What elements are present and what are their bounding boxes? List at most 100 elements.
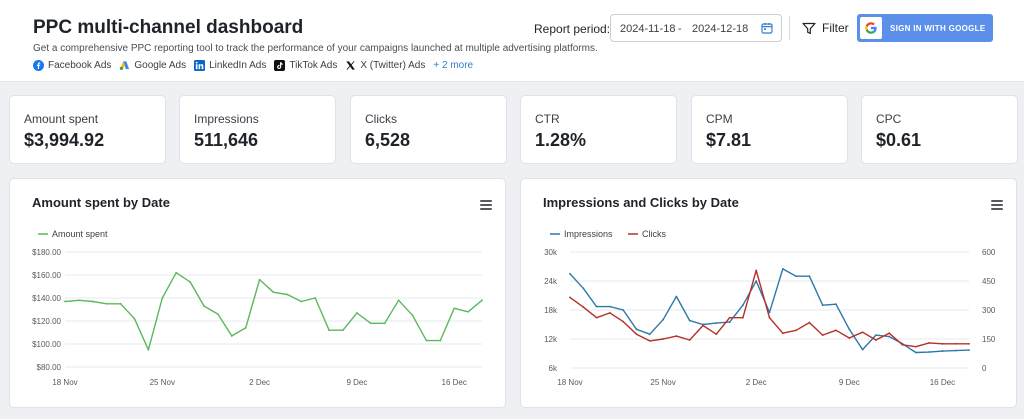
data-point xyxy=(728,316,731,319)
data-point xyxy=(481,299,483,302)
more-platforms-link[interactable]: + 2 more xyxy=(433,60,474,71)
kpi-label: CPC xyxy=(876,112,902,126)
data-point xyxy=(397,299,400,302)
data-point xyxy=(300,300,303,303)
data-point xyxy=(411,314,414,317)
data-point xyxy=(901,343,904,346)
y-left-tick-label: 12k xyxy=(544,335,558,344)
chart-title: Amount spent by Date xyxy=(32,195,170,210)
data-point xyxy=(175,271,178,274)
data-point xyxy=(875,334,877,337)
data-point xyxy=(715,322,718,324)
data-point xyxy=(91,300,94,303)
platform-tiktok: TikTok Ads xyxy=(274,60,337,71)
chart-menu-icon[interactable] xyxy=(480,200,492,210)
data-point xyxy=(755,280,758,282)
data-point xyxy=(688,339,691,341)
filter-button[interactable]: Filter xyxy=(802,21,849,35)
y-left-tick-label: 24k xyxy=(544,277,558,286)
data-point xyxy=(328,329,330,332)
calendar-icon xyxy=(761,23,773,34)
date-range-picker[interactable]: 2024-11-18 - 2024-12-18 xyxy=(610,14,782,42)
data-point xyxy=(453,307,456,310)
data-point xyxy=(622,309,625,311)
data-point xyxy=(941,350,944,352)
data-point xyxy=(742,304,744,307)
data-point xyxy=(914,351,917,354)
x-tick-label: 18 Nov xyxy=(557,378,582,387)
impressions-clicks-chart-panel: 6k 12k 18k 24k 30k 0 150 300 450 600 18 Nov 25 Nov 2… xyxy=(520,178,1017,408)
data-point xyxy=(244,327,247,329)
y-right-tick-label: 300 xyxy=(982,306,996,315)
y-tick-label: $80.00 xyxy=(37,363,62,372)
sign-in-google-label: SIGN IN WITH GOOGLE xyxy=(890,24,986,33)
google-logo-icon xyxy=(865,22,877,34)
y-tick-label: $120.00 xyxy=(32,317,61,326)
platform-x-twitter: X (Twitter) Ads xyxy=(345,60,425,71)
data-point xyxy=(342,329,344,332)
filter-label: Filter xyxy=(822,21,849,35)
data-point xyxy=(808,275,811,278)
data-point xyxy=(356,312,358,314)
kpi-card-clicks: Clicks 6,528 xyxy=(350,95,507,164)
tiktok-icon xyxy=(274,60,286,71)
data-point xyxy=(314,297,317,299)
y-tick-label: $140.00 xyxy=(32,294,61,303)
data-point xyxy=(928,341,930,344)
legend-label-impressions: Impressions xyxy=(564,229,613,239)
data-point xyxy=(595,305,598,308)
data-point xyxy=(861,348,864,351)
kpi-value: $3,994.92 xyxy=(24,130,105,150)
y-left-tick-label: 30k xyxy=(544,248,558,257)
impressions-clicks-chart: 6k 12k 18k 24k 30k 0 150 300 450 600 18 Nov 25 Nov 2… xyxy=(544,229,996,387)
legend-label-amount-spent: Amount spent xyxy=(52,229,108,239)
linkedin-icon xyxy=(194,60,206,71)
legend-label-clicks: Clicks xyxy=(642,229,666,239)
data-point xyxy=(662,318,664,321)
data-point xyxy=(768,316,771,319)
data-point xyxy=(635,333,638,336)
data-point xyxy=(821,334,824,337)
data-point xyxy=(119,302,122,305)
kpi-card-amount-spent: Amount spent $3,994.92 xyxy=(9,95,166,164)
data-point xyxy=(755,269,758,272)
y-right-tick-label: 150 xyxy=(982,335,996,344)
platform-label: X (Twitter) Ads xyxy=(360,60,426,71)
amount-spent-chart-panel: $80.00 $100.00 $120.00 $140.00 $160.00 $180.0… xyxy=(9,178,506,408)
data-point xyxy=(821,304,824,307)
data-point xyxy=(425,339,428,342)
x-tick-label: 25 Nov xyxy=(650,378,675,387)
google-logo-box xyxy=(860,17,882,39)
data-point xyxy=(888,332,891,335)
chart-menu-icon[interactable] xyxy=(991,200,1003,210)
kpi-value: 511,646 xyxy=(194,130,259,150)
data-point xyxy=(742,316,744,319)
data-point xyxy=(702,324,704,327)
series-line-amount-spent xyxy=(64,271,483,351)
google-ads-icon xyxy=(120,61,130,71)
x-tick-label: 16 Dec xyxy=(442,378,467,387)
data-point xyxy=(795,329,797,332)
data-point xyxy=(383,322,386,325)
data-point xyxy=(147,348,150,351)
kpi-label: Impressions xyxy=(194,112,259,126)
data-point xyxy=(768,311,771,314)
facebook-icon xyxy=(33,60,44,71)
platform-linkedin: LinkedIn Ads xyxy=(194,60,266,71)
platform-list: Facebook Ads Google Ads LinkedIn Ads Tik… xyxy=(33,60,473,71)
platform-label: Google Ads xyxy=(134,60,187,71)
y-left-tick-label: 18k xyxy=(544,306,558,315)
data-point xyxy=(781,268,784,270)
sign-in-google-button[interactable]: SIGN IN WITH GOOGLE xyxy=(857,14,993,42)
dashboard-header: PPC multi-channel dashboard Get a compre… xyxy=(0,0,1024,82)
data-point xyxy=(928,351,930,353)
data-point xyxy=(286,293,289,296)
data-point xyxy=(439,339,442,342)
series-line-clicks xyxy=(569,269,969,348)
x-twitter-icon xyxy=(346,61,356,70)
data-point xyxy=(954,342,957,345)
data-point xyxy=(189,281,192,283)
date-separator: - xyxy=(678,23,682,35)
y-right-tick-label: 450 xyxy=(982,277,996,286)
amount-spent-chart: $80.00 $100.00 $120.00 $140.00 $160.00 $180.0… xyxy=(32,229,483,387)
